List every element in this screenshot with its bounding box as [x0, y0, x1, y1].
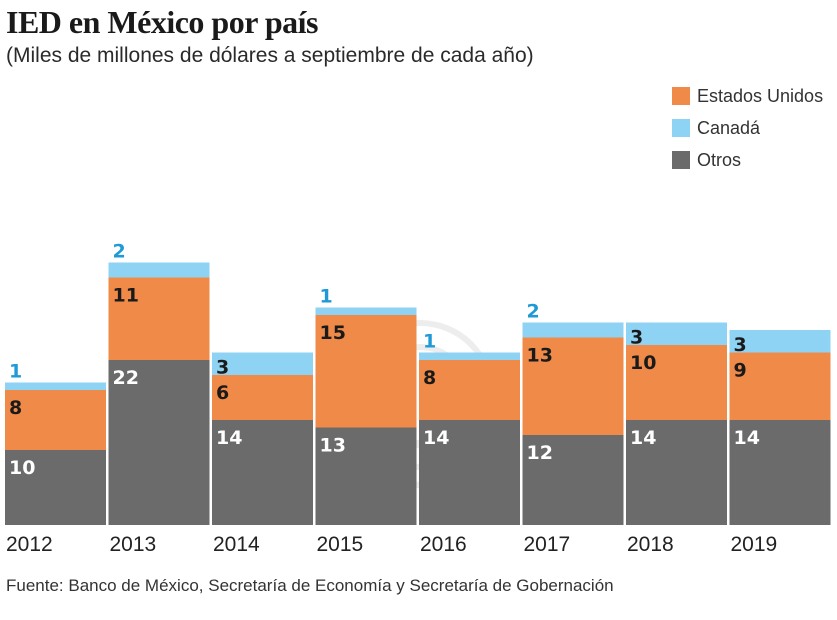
value-label-canada-2013: 2 [113, 241, 126, 263]
x-tick-label-2018: 2018 [627, 533, 674, 556]
value-label-canada-2017: 2 [527, 301, 540, 323]
legend-swatch-canada [672, 119, 690, 137]
bar-estados_unidos-2017 [522, 337, 624, 435]
legend-item-estados-unidos: Estados Unidos [672, 80, 823, 112]
bar-canada-2018 [626, 322, 727, 345]
bar-canada-2016 [419, 352, 520, 360]
bar-estados_unidos-2019 [729, 352, 831, 420]
bar-estados_unidos-2016 [419, 360, 520, 420]
value-label-canada-2016: 1 [423, 331, 436, 353]
bar-canada-2012 [5, 382, 106, 390]
value-label-estados_unidos-2012: 8 [9, 397, 22, 419]
bar-estados_unidos-2013 [108, 277, 210, 360]
bar-estados_unidos-2012 [5, 390, 106, 450]
value-label-estados_unidos-2015: 15 [320, 322, 346, 344]
bar-otros-2014 [212, 420, 313, 525]
value-label-otros-2013: 22 [113, 367, 139, 389]
legend-label: Canadá [697, 117, 761, 138]
value-label-otros-2017: 12 [527, 442, 553, 464]
value-label-estados_unidos-2014: 6 [216, 382, 229, 404]
bar-canada-2013 [108, 262, 210, 278]
value-label-canada-2015: 1 [320, 286, 333, 308]
bar-otros-2018 [626, 420, 727, 525]
x-tick-label-2017: 2017 [524, 533, 571, 556]
bar-otros-2015 [315, 427, 417, 525]
value-label-otros-2019: 14 [734, 427, 760, 449]
bar-otros-2013 [108, 360, 210, 525]
x-tick-label-2016: 2016 [420, 533, 467, 556]
value-label-canada-2019: 3 [734, 334, 747, 356]
bar-otros-2016 [419, 420, 520, 525]
value-label-estados_unidos-2013: 11 [113, 285, 139, 307]
bar-otros-2012 [5, 450, 106, 525]
bar-estados_unidos-2018 [626, 345, 727, 420]
bar-estados_unidos-2014 [212, 375, 313, 420]
legend-swatch-otros [672, 151, 690, 169]
legend-swatch-estados-unidos [672, 87, 690, 105]
value-label-canada-2014: 3 [216, 357, 229, 379]
value-label-otros-2018: 14 [630, 427, 656, 449]
legend-label: Otros [697, 149, 742, 170]
legend-label: Estados Unidos [697, 85, 824, 106]
value-label-otros-2012: 10 [9, 457, 35, 479]
x-tick-label-2019: 2019 [731, 533, 778, 556]
value-label-estados_unidos-2016: 8 [423, 367, 436, 389]
x-tick-label-2014: 2014 [213, 533, 260, 556]
bar-otros-2019 [729, 420, 831, 525]
bar-canada-2015 [315, 307, 417, 315]
value-label-canada-2018: 3 [630, 327, 643, 349]
legend-item-canada: Canadá [672, 112, 823, 144]
bar-canada-2014 [212, 352, 313, 375]
value-label-estados_unidos-2018: 10 [630, 352, 656, 374]
value-label-estados_unidos-2019: 9 [734, 360, 747, 382]
legend-item-otros: Otros [672, 144, 823, 176]
bar-estados_unidos-2015 [315, 315, 417, 428]
value-label-otros-2016: 14 [423, 427, 449, 449]
x-tick-label-2015: 2015 [317, 533, 364, 556]
value-label-otros-2015: 13 [320, 435, 346, 457]
bar-otros-2017 [522, 435, 624, 525]
chart-subtitle: (Miles de millones de dólares a septiemb… [6, 44, 534, 67]
x-tick-label-2013: 2013 [110, 533, 157, 556]
value-label-estados_unidos-2017: 13 [527, 345, 553, 367]
source-note: Fuente: Banco de México, Secretaría de E… [6, 576, 614, 595]
value-label-canada-2012: 1 [9, 361, 22, 383]
bar-canada-2019 [729, 330, 831, 353]
value-label-otros-2014: 14 [216, 427, 242, 449]
bar-canada-2017 [522, 322, 624, 338]
legend: Estados Unidos Canadá Otros [672, 80, 823, 176]
chart-title: IED en México por país [6, 4, 318, 40]
x-tick-label-2012: 2012 [6, 533, 53, 556]
